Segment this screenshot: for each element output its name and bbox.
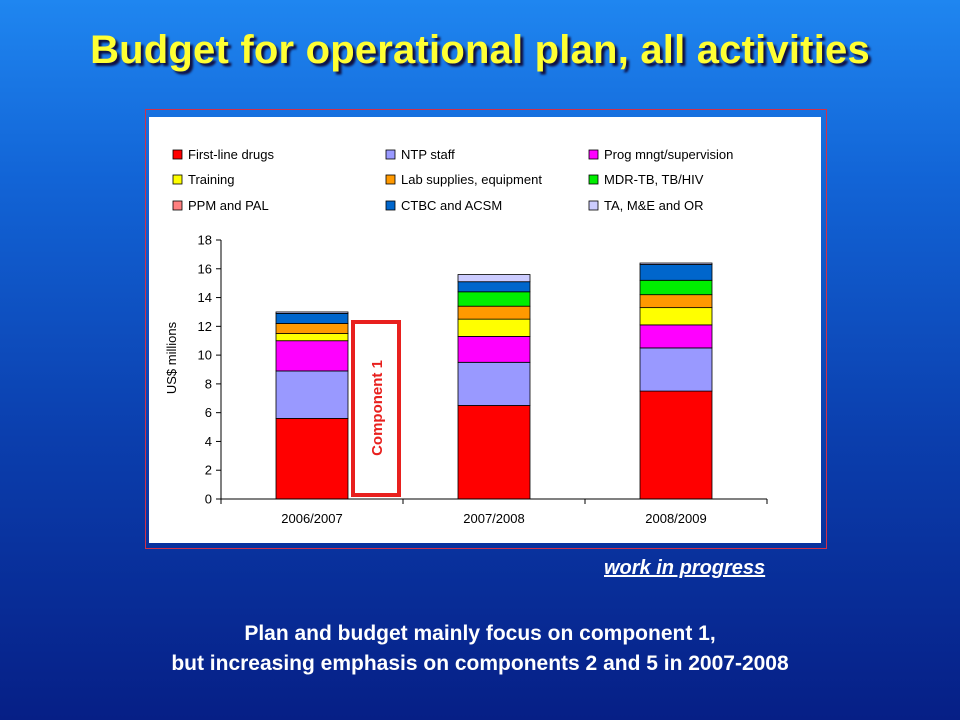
legend-swatch-training [172, 174, 183, 185]
legend-swatch-lab-supplies-equipment [385, 174, 396, 185]
bar-segment [639, 294, 713, 309]
y-tick-label: 10 [198, 348, 212, 363]
y-tick-label: 14 [198, 290, 212, 305]
bar-segment [639, 262, 713, 265]
bar-segment [275, 333, 349, 342]
legend-swatch-ctbc-and-acsm [385, 200, 396, 211]
legend-swatch-prog-mngt-supervision [588, 149, 599, 160]
caption-line-1: Plan and budget mainly focus on componen… [244, 622, 716, 645]
bar-segment [457, 274, 531, 283]
stacked-bar-chart: First-line drugs NTP staff Prog mngt/super… [149, 117, 821, 543]
bar-segment [457, 281, 531, 293]
x-axis: 2006/2007 2007/2008 2008/2009 [220, 498, 768, 526]
y-tick-label: 12 [198, 319, 212, 334]
bar-segment [457, 361, 531, 406]
bar-segment [639, 307, 713, 326]
bar-segment [275, 418, 349, 500]
component-1-callout-label: Component 1 [369, 360, 386, 456]
caption-line-2: but increasing emphasis on components 2 … [171, 652, 789, 675]
legend-label-ppm-and-pal: PPM and PAL [188, 198, 269, 213]
bar-segment [639, 324, 713, 349]
x-tick-label: 2008/2009 [645, 511, 706, 526]
legend-swatch-first-line-drugs [172, 149, 183, 160]
work-in-progress-note: work in progress [604, 557, 766, 579]
bar-segment [457, 305, 531, 320]
legend-label-lab-supplies-equipment: Lab supplies, equipment [401, 172, 542, 187]
legend-label-ctbc-and-acsm: CTBC and ACSM [401, 198, 502, 213]
bar-segment [639, 279, 713, 296]
legend-swatch-ppm-and-pal [172, 200, 183, 211]
y-tick-label: 4 [205, 434, 212, 449]
chart-frame: First-line drugs NTP staff Prog mngt/super… [145, 109, 827, 549]
y-tick-label: 16 [198, 261, 212, 276]
bar-segment [457, 336, 531, 363]
bar-segment [275, 312, 349, 324]
bar-segment [457, 405, 531, 500]
y-tick-label: 2 [205, 463, 212, 478]
y-axis: 0 2 4 6 8 10 12 14 16 18 [198, 233, 222, 507]
bar-segment [275, 323, 349, 334]
y-tick-label: 8 [205, 376, 212, 391]
legend-label-ta-m-e-and-or: TA, M&E and OR [604, 198, 703, 213]
bar-segment [639, 390, 713, 500]
bar-segment [639, 264, 713, 281]
legend-label-ntp-staff: NTP staff [401, 147, 455, 162]
bar-segment [275, 340, 349, 372]
bar-segment [457, 291, 531, 307]
y-tick-label: 6 [205, 405, 212, 420]
chart-legend: First-line drugs NTP staff Prog mngt/super… [172, 147, 733, 213]
legend-swatch-mdr-tb-tb-hiv [588, 174, 599, 185]
legend-swatch-ntp-staff [385, 149, 396, 160]
legend-label-first-line-drugs: First-line drugs [188, 147, 274, 162]
legend-swatch-ta-m-e-and-or [588, 200, 599, 211]
bar-segment [275, 311, 349, 314]
slide-title: Budget for operational plan, all activit… [90, 28, 870, 72]
bar-segment [275, 370, 349, 419]
y-axis-label: US$ millions [164, 321, 179, 394]
y-tick-label: 0 [205, 492, 212, 507]
x-tick-label: 2007/2008 [463, 511, 524, 526]
legend-label-mdr-tb-tb-hiv: MDR-TB, TB/HIV [604, 172, 704, 187]
legend-label-training: Training [188, 172, 234, 187]
legend-label-prog-mngt-supervision: Prog mngt/supervision [604, 147, 733, 162]
y-tick-label: 18 [198, 233, 212, 248]
bars-group [275, 262, 713, 500]
bar-segment [457, 318, 531, 337]
bar-segment [639, 347, 713, 392]
x-tick-label: 2006/2007 [281, 511, 342, 526]
component-1-callout-box [351, 320, 401, 497]
